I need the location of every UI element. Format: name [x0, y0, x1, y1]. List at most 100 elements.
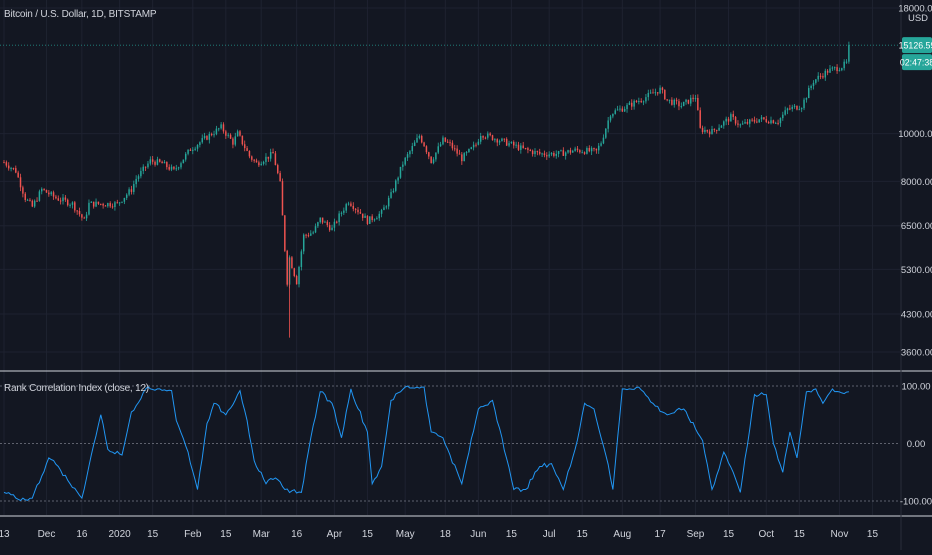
- candle-body: [114, 202, 116, 208]
- candle-layer: [3, 41, 850, 338]
- candle-body: [83, 217, 85, 219]
- candle-body: [243, 144, 246, 149]
- candle-body: [496, 139, 498, 143]
- candle-body: [135, 178, 137, 185]
- candle-body: [50, 192, 52, 195]
- candle-body: [463, 153, 465, 162]
- candle-body: [489, 133, 491, 136]
- time-axis-label: 17: [655, 529, 667, 540]
- candle-body: [479, 135, 482, 142]
- candle-body: [789, 108, 791, 110]
- countdown-label: 02:47:38: [900, 58, 932, 68]
- candle-body: [19, 177, 22, 188]
- candle-body: [265, 156, 267, 162]
- candle-body: [649, 92, 652, 94]
- rci-tick-label: 0.00: [907, 439, 926, 450]
- candle-body: [758, 119, 760, 123]
- candle-body: [614, 110, 616, 114]
- candle-body: [753, 119, 756, 122]
- candle-body: [720, 125, 723, 128]
- candle-body: [810, 85, 812, 89]
- candle-body: [373, 219, 376, 221]
- candle-body: [487, 133, 489, 138]
- candle-body: [446, 141, 449, 143]
- candle-body: [661, 87, 664, 90]
- candle-body: [725, 118, 727, 122]
- candle-body: [628, 102, 631, 105]
- candle-body: [541, 153, 543, 155]
- candle-body: [803, 99, 805, 109]
- candle-body: [314, 226, 317, 233]
- candle-body: [229, 134, 232, 139]
- candle-body: [498, 141, 501, 143]
- candle-body: [156, 159, 159, 165]
- candle-body: [321, 217, 324, 223]
- candle-body: [36, 200, 38, 202]
- candle-body: [107, 203, 109, 207]
- candle-body: [784, 110, 786, 115]
- candle-body: [626, 104, 628, 110]
- candle-body: [756, 121, 758, 123]
- candle-body: [298, 267, 300, 285]
- candle-body: [29, 199, 31, 201]
- candle-body: [387, 197, 390, 207]
- time-axis-label: 15: [794, 529, 806, 540]
- candle-body: [291, 257, 293, 269]
- candle-body: [402, 164, 404, 167]
- candle-body: [267, 156, 270, 159]
- candle-body: [279, 173, 281, 182]
- candle-body: [366, 215, 369, 224]
- candle-body: [694, 97, 697, 99]
- candle-body: [815, 79, 817, 83]
- candle-body: [713, 128, 716, 130]
- candle-body: [631, 102, 633, 107]
- candle-body: [7, 165, 10, 169]
- candle-body: [800, 108, 803, 110]
- candle-body: [88, 202, 90, 215]
- candle-body: [534, 151, 536, 155]
- candle-body: [529, 149, 532, 151]
- candle-body: [697, 97, 699, 111]
- candle-body: [173, 166, 175, 169]
- candle-body: [125, 194, 128, 198]
- time-axis-label: 15: [147, 529, 159, 540]
- countdown-badge: [902, 54, 932, 71]
- candle-body: [378, 213, 380, 219]
- candle-body: [331, 227, 333, 231]
- candle-body: [74, 202, 76, 211]
- candle-body: [763, 117, 765, 120]
- candle-body: [305, 234, 307, 236]
- candle-body: [562, 150, 565, 156]
- candle-body: [560, 150, 562, 152]
- candle-body: [411, 146, 414, 152]
- candle-body: [357, 209, 359, 213]
- candle-body: [81, 214, 83, 218]
- candle-body: [258, 162, 260, 166]
- candle-body: [746, 121, 749, 124]
- candle-body: [281, 181, 284, 216]
- candle-body: [137, 176, 140, 179]
- candle-body: [3, 162, 5, 164]
- candle-body: [17, 172, 19, 178]
- candle-body: [824, 70, 827, 78]
- candle-body: [595, 148, 598, 151]
- candle-body: [538, 151, 541, 154]
- candle-body: [765, 119, 768, 122]
- candle-body: [5, 162, 8, 166]
- rci-tick-label: -100.00: [900, 497, 932, 508]
- candle-body: [286, 250, 288, 285]
- candle-body: [255, 160, 258, 163]
- time-axis-label: Jun: [470, 529, 486, 540]
- candle-body: [654, 92, 657, 94]
- candle-body: [161, 161, 163, 164]
- candle-body: [300, 251, 303, 268]
- candle-body: [461, 154, 463, 162]
- time-axis-label: Sep: [687, 529, 705, 540]
- candle-body: [744, 121, 746, 124]
- candle-body: [829, 68, 831, 73]
- candle-body: [364, 215, 366, 218]
- candle-body: [399, 166, 402, 178]
- candle-body: [475, 144, 477, 146]
- candle-body: [548, 154, 550, 157]
